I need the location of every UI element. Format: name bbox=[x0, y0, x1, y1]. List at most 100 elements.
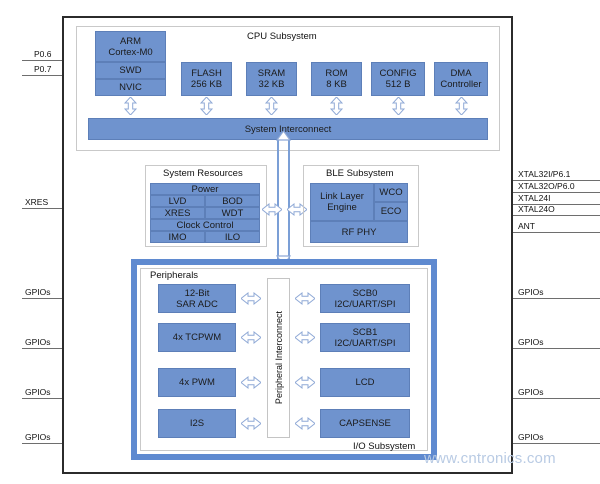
imo-label: IMO bbox=[168, 231, 187, 243]
cpu-subsystem-label: CPU Subsystem bbox=[247, 31, 317, 42]
scb0-block: SCB0 I2C/UART/SPI bbox=[320, 284, 410, 313]
trunk-line-left bbox=[277, 140, 279, 261]
arrow-interconnect-to-capsense bbox=[295, 417, 315, 430]
arrow-flash-to-interconnect bbox=[200, 97, 213, 115]
peripheral-interconnect-label: Peripheral Interconnect bbox=[273, 311, 284, 405]
wco-block: WCO bbox=[374, 183, 408, 202]
pin-wire-right-gpio-1 bbox=[434, 298, 600, 299]
pin-label-left-p06: P0.6 bbox=[34, 49, 52, 59]
config-line1: CONFIG bbox=[379, 68, 417, 79]
eco-block: ECO bbox=[374, 202, 408, 221]
pin-label-right-ant: ANT bbox=[518, 221, 535, 231]
pin-label-right-gpio-3: GPIOs bbox=[518, 387, 544, 397]
arm-line2: Cortex-M0 bbox=[108, 46, 153, 58]
power-label: Power bbox=[191, 183, 219, 195]
ble-subsystem-label: BLE Subsystem bbox=[326, 168, 394, 179]
scb1-block: SCB1 I2C/UART/SPI bbox=[320, 323, 410, 352]
arm-line1: ARM bbox=[119, 35, 142, 47]
arrow-core-to-interconnect bbox=[124, 97, 137, 115]
arrow-pwm-to-interconnect bbox=[241, 376, 261, 389]
arrow-sysres-to-trunk bbox=[262, 203, 282, 216]
xres-block: XRES bbox=[150, 207, 205, 219]
pin-label-right-gpio-4: GPIOs bbox=[518, 432, 544, 442]
link-layer-line2: Engine bbox=[327, 202, 357, 213]
arrow-dma-to-interconnect bbox=[455, 97, 468, 115]
nvic-label: NVIC bbox=[119, 82, 142, 93]
pin-label-left-gpio-2: GPIOs bbox=[25, 337, 51, 347]
pin-wire-left-p06 bbox=[22, 60, 100, 61]
tcpwm-label: 4x TCPWM bbox=[172, 332, 222, 343]
pwm-block: 4x PWM bbox=[158, 368, 236, 397]
config-block: CONFIG 512 B bbox=[371, 62, 425, 96]
pin-label-left-gpio-3: GPIOs bbox=[25, 387, 51, 397]
link-layer-engine-block: Link Layer Engine bbox=[310, 183, 374, 221]
rom-line2: 8 KB bbox=[326, 79, 347, 90]
wdt-label: WDT bbox=[221, 207, 244, 219]
capsense-label: CAPSENSE bbox=[339, 418, 391, 429]
pin-label-right-xtal24i: XTAL24I bbox=[518, 193, 551, 203]
lcd-block: LCD bbox=[320, 368, 410, 397]
system-interconnect-label: System Interconnect bbox=[244, 123, 332, 135]
arrow-interconnect-to-scb1 bbox=[295, 331, 315, 344]
i2s-label: I2S bbox=[189, 418, 205, 429]
swd-label: SWD bbox=[119, 65, 142, 76]
pwm-label: 4x PWM bbox=[179, 377, 215, 388]
flash-line1: FLASH bbox=[191, 68, 222, 79]
dma-controller-block: DMA Controller bbox=[434, 62, 488, 96]
tcpwm-block: 4x TCPWM bbox=[158, 323, 236, 352]
dma-line1: DMA bbox=[450, 68, 472, 79]
pin-wire-right-gpio-4 bbox=[434, 443, 600, 444]
config-line2: 512 B bbox=[385, 79, 411, 90]
pin-label-right-xtal32o: XTAL32O/P6.0 bbox=[518, 181, 575, 191]
peripherals-label: Peripherals bbox=[150, 270, 199, 281]
lvd-label: LVD bbox=[168, 195, 187, 207]
arrow-tcpwm-to-interconnect bbox=[241, 331, 261, 344]
rf-phy-block: RF PHY bbox=[310, 221, 408, 243]
arrow-trunk-up bbox=[272, 131, 295, 143]
scb0-line2: I2C/UART/SPI bbox=[334, 298, 396, 310]
sram-block: SRAM 32 KB bbox=[246, 62, 297, 96]
scb1-line2: I2C/UART/SPI bbox=[334, 337, 396, 349]
imo-block: IMO bbox=[150, 231, 205, 243]
rom-block: ROM 8 KB bbox=[311, 62, 362, 96]
ble-subsystem-group bbox=[303, 165, 419, 247]
pin-wire-right-gpio-2 bbox=[434, 348, 600, 349]
i2s-block: I2S bbox=[158, 409, 236, 438]
system-resources-label: System Resources bbox=[163, 168, 243, 179]
pin-label-right-xtal24o: XTAL24O bbox=[518, 204, 555, 214]
arrow-interconnect-to-lcd bbox=[295, 376, 315, 389]
scb0-line1: SCB0 bbox=[352, 287, 378, 299]
pin-label-right-gpio-1: GPIOs bbox=[518, 287, 544, 297]
io-subsystem-label: I/O Subsystem bbox=[353, 441, 416, 452]
rf-phy-label: RF PHY bbox=[341, 226, 377, 238]
trunk-line-right bbox=[288, 140, 290, 261]
io-subsystem-inner-border bbox=[140, 268, 428, 451]
wdt-block: WDT bbox=[205, 207, 260, 219]
link-layer-line1: Link Layer bbox=[320, 191, 364, 202]
dma-line2: Controller bbox=[440, 79, 482, 90]
pin-label-left-gpio-1: GPIOs bbox=[25, 287, 51, 297]
lvd-block: LVD bbox=[150, 195, 205, 207]
sar-adc-block: 12-Bit SAR ADC bbox=[158, 284, 236, 313]
bod-label: BOD bbox=[222, 195, 243, 207]
bod-block: BOD bbox=[205, 195, 260, 207]
rom-line1: ROM bbox=[325, 68, 348, 79]
lcd-label: LCD bbox=[355, 377, 375, 388]
pin-wire-left-p07 bbox=[22, 75, 100, 76]
arm-cortex-m0-block: ARM Cortex-M0 bbox=[95, 31, 166, 62]
arrow-interconnect-to-scb0 bbox=[295, 292, 315, 305]
arrow-rom-to-interconnect bbox=[330, 97, 343, 115]
clock-control-block: Clock Control bbox=[150, 219, 260, 231]
clock-control-label: Clock Control bbox=[176, 219, 234, 231]
sram-line1: SRAM bbox=[257, 68, 286, 79]
pin-label-right-gpio-2: GPIOs bbox=[518, 337, 544, 347]
pin-label-right-xtal32i: XTAL32I/P6.1 bbox=[518, 169, 571, 179]
eco-label: ECO bbox=[380, 206, 402, 217]
wco-label: WCO bbox=[379, 187, 403, 198]
pin-label-left-p07: P0.7 bbox=[34, 64, 52, 74]
xres-label: XRES bbox=[164, 207, 191, 219]
sram-line2: 32 KB bbox=[258, 79, 285, 90]
swd-block: SWD bbox=[95, 62, 166, 79]
capsense-block: CAPSENSE bbox=[320, 409, 410, 438]
